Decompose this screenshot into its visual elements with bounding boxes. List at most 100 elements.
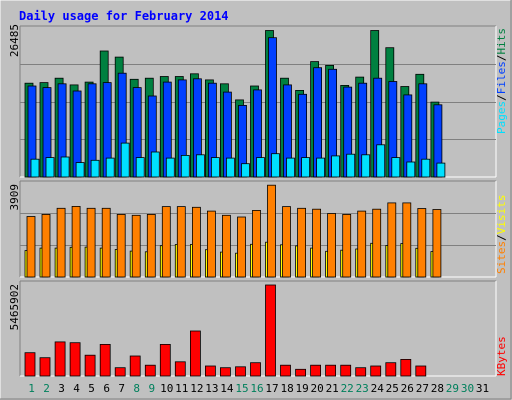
bar-pages-day-23 [361, 154, 371, 178]
x-label-day-19: 19 [295, 382, 308, 395]
bar-pages-day-15 [241, 163, 250, 178]
x-label-day-10: 10 [160, 382, 173, 395]
bar-sites-day-25 [387, 202, 397, 278]
bar-pages-day-18 [286, 157, 295, 178]
legend-sites-visits: Sites/Visits [495, 195, 508, 275]
panel-sites-visits [19, 180, 497, 278]
bar-kbytes-day-18 [280, 364, 291, 377]
bar-kbytes-day-19 [295, 368, 307, 377]
bar-sites-day-6 [101, 207, 111, 278]
bar-kbytes-day-9 [144, 364, 156, 377]
bar-kbytes-day-13 [204, 365, 216, 377]
bar-pages-day-12 [195, 154, 205, 178]
bar-sites-day-22 [342, 213, 352, 278]
x-label-day-26: 26 [401, 382, 414, 395]
x-label-day-24: 24 [371, 382, 385, 395]
bar-kbytes-day-15 [235, 366, 246, 377]
legend-sites: Sites [495, 241, 508, 274]
x-label-day-4: 4 [73, 382, 80, 395]
max-label-kbytes: 5465902 [8, 284, 21, 330]
legend-files: Files [495, 61, 508, 94]
bar-pages-day-10 [165, 157, 175, 178]
bar-sites-day-19 [297, 207, 307, 278]
bar-kbytes-day-14 [219, 367, 231, 377]
x-label-day-3: 3 [58, 382, 65, 395]
bar-kbytes-day-11 [174, 361, 186, 377]
x-label-day-22: 22 [341, 382, 354, 395]
bar-pages-day-9 [150, 151, 160, 178]
bar-pages-day-7 [120, 142, 130, 178]
bar-kbytes-day-16 [250, 362, 261, 377]
bar-kbytes-day-8 [129, 355, 141, 377]
bar-kbytes-day-2 [39, 357, 51, 377]
bar-kbytes-day-22 [340, 364, 352, 377]
x-label-day-25: 25 [386, 382, 399, 395]
bar-sites-day-9 [146, 213, 156, 278]
bar-kbytes-day-25 [385, 362, 397, 377]
legend-hits-files-pages: Pages/Files/Hits [495, 28, 508, 134]
bar-kbytes-day-1 [24, 352, 36, 377]
x-label-day-1: 1 [28, 382, 35, 395]
bar-pages-day-26 [406, 161, 416, 178]
bar-sites-day-11 [176, 206, 186, 278]
chart-title: Daily usage for February 2014 [19, 9, 229, 23]
x-label-day-9: 9 [148, 382, 155, 395]
bar-sites-day-1 [26, 216, 36, 278]
bar-sites-day-12 [191, 206, 201, 278]
bar-sites-day-21 [327, 213, 337, 278]
bar-sites-day-3 [56, 207, 66, 278]
x-label-day-12: 12 [190, 382, 203, 395]
x-label-day-18: 18 [280, 382, 293, 395]
x-label-day-15: 15 [235, 382, 248, 395]
x-label-day-30: 30 [461, 382, 474, 395]
bar-kbytes-day-10 [159, 343, 171, 377]
bar-kbytes-day-27 [415, 365, 427, 377]
bar-sites-day-26 [402, 202, 412, 278]
bar-kbytes-day-7 [114, 367, 126, 377]
bar-pages-day-14 [225, 157, 235, 178]
max-label-hits-files-pages: 26485 [8, 24, 21, 57]
bar-sites-day-4 [71, 205, 81, 278]
max-label-sites-visits: 3909 [8, 184, 21, 211]
bar-pages-day-1 [30, 158, 40, 178]
x-label-day-11: 11 [175, 382, 188, 395]
bar-sites-day-24 [372, 208, 382, 278]
x-label-day-20: 20 [310, 382, 323, 395]
x-label-day-5: 5 [88, 382, 95, 395]
legend-kbytes: KBytes [495, 336, 508, 376]
bar-pages-day-27 [421, 158, 431, 178]
bar-pages-day-2 [45, 157, 55, 178]
bar-sites-day-13 [206, 210, 216, 278]
bar-pages-day-4 [75, 162, 85, 178]
bar-pages-day-17 [271, 153, 280, 178]
x-label-day-14: 14 [220, 382, 234, 395]
x-label-day-6: 6 [103, 382, 110, 395]
x-label-day-31: 31 [476, 382, 489, 395]
bar-pages-day-21 [331, 155, 341, 178]
bar-sites-day-10 [161, 206, 171, 278]
legend-visits: Visits [495, 195, 508, 235]
bar-pages-day-6 [105, 157, 115, 178]
legend-hits: Hits [495, 28, 508, 55]
bar-pages-day-13 [210, 157, 220, 178]
bar-kbytes-day-17 [265, 284, 276, 377]
bar-sites-day-28 [432, 209, 442, 278]
bar-kbytes-day-23 [355, 367, 367, 377]
bar-sites-day-14 [221, 214, 231, 278]
x-label-day-21: 21 [326, 382, 339, 395]
bar-sites-day-8 [131, 214, 141, 278]
bar-sites-day-15 [237, 216, 246, 278]
panel-kbytes [19, 280, 497, 377]
bar-pages-day-8 [135, 157, 145, 178]
bar-sites-day-16 [252, 209, 261, 278]
bar-pages-day-25 [391, 157, 401, 178]
bar-pages-day-16 [256, 157, 265, 178]
bar-kbytes-day-6 [99, 343, 111, 377]
bar-kbytes-day-20 [310, 364, 322, 377]
bar-kbytes-day-4 [69, 342, 81, 377]
bar-sites-day-23 [357, 210, 367, 278]
bar-sites-day-7 [116, 213, 126, 278]
x-label-day-17: 17 [265, 382, 278, 395]
x-label-day-8: 8 [133, 382, 140, 395]
